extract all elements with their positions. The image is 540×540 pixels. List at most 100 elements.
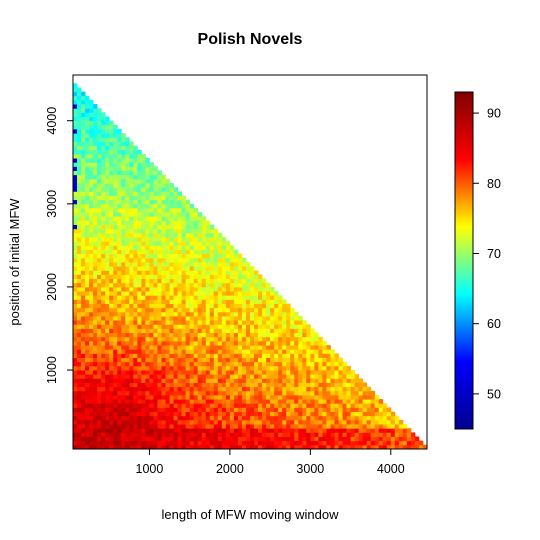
heatmap-cell [113,403,118,408]
heatmap-cell [161,403,166,408]
heatmap-cell [121,407,126,412]
heatmap-cell [266,295,271,300]
heatmap-cell [113,353,118,358]
heatmap-cell [362,428,368,433]
heatmap-cell [173,282,178,288]
heatmap-cell [153,245,158,250]
heatmap-cell [262,399,267,404]
heatmap-cell [241,407,247,412]
heatmap-cell [189,316,195,321]
heatmap-cell [77,91,82,97]
heatmap-cell [334,361,339,367]
heatmap-cell [73,295,78,300]
heatmap-cell [394,444,400,450]
heatmap-cell [217,299,223,304]
heatmap-cell [109,187,114,192]
heatmap-cell [241,436,247,442]
heatmap-cell [125,228,130,234]
heatmap-cell [189,232,195,238]
heatmap-cell [406,440,412,446]
heatmap-cell [250,365,255,371]
heatmap-cell [117,361,122,367]
heatmap-cell [125,403,130,408]
heatmap-cell [97,444,102,450]
heatmap-cell [205,291,211,296]
heatmap-cell [73,257,78,263]
heatmap-cell [330,349,335,354]
heatmap-cell [177,378,183,383]
heatmap-cell [298,357,303,363]
heatmap-cell [197,320,203,325]
heatmap-cell [157,320,162,325]
heatmap-cell [250,432,255,437]
heatmap-cell [241,286,247,292]
heatmap-cell [318,365,323,371]
heatmap-cell [274,307,279,313]
heatmap-cell [374,399,380,404]
heatmap-cell [209,332,215,338]
heatmap-cell [274,299,279,304]
heatmap-cell [161,432,166,437]
heatmap-cell [89,262,94,267]
heatmap-cell [89,378,94,383]
heatmap-cell [97,378,102,383]
heatmap-cell [101,216,106,221]
colorbar [454,91,474,430]
heatmap-cell [117,249,122,255]
heatmap-cell [306,336,311,342]
heatmap-cell [221,320,227,325]
heatmap-cell [105,432,110,437]
heatmap-cell [85,270,90,275]
heatmap-cell [302,432,307,437]
heatmap-cell [141,170,146,176]
heatmap-cell [185,257,191,263]
heatmap-cell [169,324,174,329]
heatmap-cell [310,374,315,379]
heatmap-cell [282,407,287,412]
heatmap-cell [302,365,307,371]
heatmap-cell [73,370,78,375]
heatmap-cell [298,382,303,388]
heatmap-cell [225,245,231,250]
heatmap-cell [189,245,195,250]
heatmap-cell [165,307,170,313]
heatmap-cell [137,386,142,392]
heatmap-cell [105,266,110,271]
heatmap-cell [137,407,142,412]
heatmap-cell [121,145,126,151]
heatmap-cell [89,357,94,363]
heatmap-cell [306,328,311,334]
heatmap-cell [145,220,150,225]
heatmap-cell [177,407,183,412]
heatmap-cell [314,419,319,425]
heatmap-cell [141,232,146,238]
heatmap-cell [81,149,86,155]
heatmap-cell [73,270,78,275]
heatmap-cell [137,340,142,346]
heatmap-cell [97,228,102,234]
heatmap-cell [169,394,174,400]
heatmap-cell [113,428,118,433]
heatmap-cell [77,228,82,234]
heatmap-cell [205,411,211,417]
heatmap-cell [221,270,227,275]
heatmap-cell [117,440,122,446]
heatmap-cell [109,278,114,284]
heatmap-cell [125,349,130,354]
heatmap-cell [370,407,376,412]
heatmap-cell [298,378,303,383]
heatmap-cell [93,120,98,126]
heatmap-cell [157,278,162,284]
heatmap-cell [382,411,388,417]
heatmap-cell [117,286,122,292]
heatmap-cell [306,370,311,375]
heatmap-cell [334,378,339,383]
heatmap-cell [89,282,94,288]
heatmap-cell [225,307,231,313]
heatmap-cell [229,257,235,263]
heatmap-cell [73,220,78,225]
heatmap-cell [113,274,118,280]
heatmap-cell [217,266,223,271]
heatmap-cell [109,399,114,404]
heatmap-cell [109,295,114,300]
